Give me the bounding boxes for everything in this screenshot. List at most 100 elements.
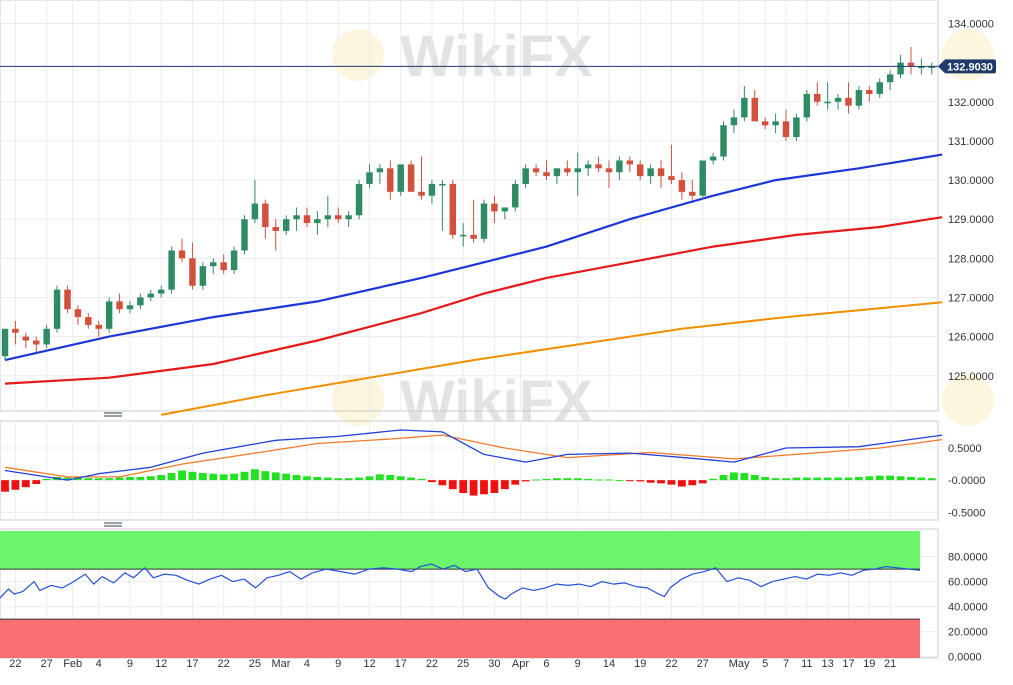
- candle-body: [64, 289, 71, 310]
- x-tick-label: 9: [335, 658, 341, 670]
- x-tick-label: 22: [665, 658, 677, 670]
- candle-body: [178, 250, 186, 259]
- price-y-tick-label: 131.0000: [948, 136, 994, 148]
- candle-body: [678, 180, 686, 192]
- price-y-tick-label: 129.0000: [948, 214, 994, 226]
- candle-body: [74, 309, 82, 318]
- macd-histogram-bar: [802, 477, 811, 481]
- macd-histogram-bar: [240, 471, 249, 481]
- candle-body: [501, 207, 509, 212]
- macd-histogram-bar: [771, 478, 780, 481]
- candle-body: [564, 168, 571, 173]
- rsi-y-tick-label: 20.0000: [948, 627, 988, 639]
- candle-body: [491, 203, 498, 212]
- candle-body: [314, 219, 321, 224]
- watermark-logo-icon: [942, 374, 994, 426]
- candle-body: [814, 93, 821, 102]
- candle-body: [824, 101, 831, 104]
- rsi-oversold-zone: [0, 619, 920, 658]
- candle-body: [480, 203, 488, 239]
- sma-fast-line: [4, 153, 943, 362]
- candle-body: [33, 340, 40, 345]
- macd-histogram-bar: [688, 480, 697, 486]
- candle-body: [126, 305, 134, 310]
- rsi-y-tick-label: 60.0000: [948, 577, 988, 589]
- candle-body: [43, 328, 50, 345]
- panel-divider-handle[interactable]: [104, 412, 122, 417]
- macd-histogram-bar: [500, 480, 509, 490]
- candle-body: [147, 293, 155, 298]
- macd-histogram-bar: [303, 476, 311, 481]
- candle-body: [886, 74, 894, 83]
- macd-histogram-bar: [553, 478, 561, 481]
- x-tick-label: 17: [842, 658, 854, 670]
- candle-body: [636, 164, 644, 177]
- watermark-text: WikiFX: [400, 24, 593, 89]
- x-tick-label: May: [729, 658, 750, 670]
- candle-body: [282, 219, 290, 231]
- candle-body: [793, 117, 800, 137]
- candle-body: [918, 66, 925, 69]
- candle-body: [897, 62, 904, 75]
- candle-body: [157, 289, 165, 294]
- macd-histogram-bar: [875, 475, 884, 481]
- price-panel-frame: [0, 0, 939, 412]
- candle-body: [512, 183, 519, 208]
- macd-histogram-bar: [219, 474, 228, 481]
- candle-body: [303, 215, 311, 224]
- macd-y-tick-label: 0.5000: [948, 443, 982, 455]
- macd-histogram-bar: [42, 478, 51, 481]
- candle-body: [459, 234, 467, 237]
- x-tick-label: 21: [884, 658, 896, 670]
- candle-body: [720, 125, 727, 157]
- panel-divider-handle[interactable]: [104, 522, 122, 527]
- candle-body: [428, 183, 436, 196]
- candle-body: [335, 215, 342, 220]
- axis-layer: 134.0000132.0000131.0000130.0000129.0000…: [9, 18, 994, 670]
- macd-histogram-bar: [792, 477, 801, 481]
- candle-body: [230, 250, 238, 271]
- watermark-logo-icon: [332, 374, 384, 426]
- rsi-y-tick-label: 40.0000: [948, 602, 988, 614]
- rsi-overbought-zone: [0, 531, 920, 570]
- candle-body: [522, 168, 529, 184]
- macd-histogram-bar: [198, 473, 207, 481]
- macd-histogram-bar: [73, 477, 82, 481]
- price-panel: [1, 46, 943, 416]
- watermark-logo-icon: [332, 29, 384, 81]
- rsi-y-tick-label: 0.0000: [948, 652, 982, 664]
- macd-histogram-bar: [126, 476, 134, 481]
- macd-histogram-bar: [657, 480, 665, 484]
- watermark-group: WikiFX WikiFX: [332, 24, 994, 434]
- candle-body: [668, 176, 675, 181]
- candle-body: [574, 168, 581, 173]
- macd-histogram-bar: [21, 480, 30, 488]
- candle-body: [866, 90, 873, 94]
- macd-histogram-bar: [907, 476, 915, 481]
- macd-histogram-bar: [251, 469, 259, 481]
- price-y-tick-label: 132.0000: [948, 97, 994, 109]
- candle-body: [95, 324, 102, 329]
- candle-body: [418, 191, 425, 196]
- macd-histogram-bar: [344, 478, 353, 481]
- macd-histogram-bar: [730, 472, 738, 481]
- macd-histogram-bar: [750, 475, 759, 481]
- candle-body: [532, 168, 540, 173]
- x-tick-label: 9: [575, 658, 581, 670]
- macd-histogram-bar: [605, 479, 613, 481]
- macd-histogram-bar: [188, 471, 197, 481]
- macd-histogram-bar: [854, 476, 863, 481]
- macd-histogram-bar: [292, 475, 301, 481]
- candle-body: [53, 289, 61, 329]
- candle-body: [626, 160, 634, 165]
- macd-histogram-bar: [594, 479, 603, 481]
- macd-panel-frame: [0, 420, 939, 521]
- macd-histogram-bar: [584, 478, 593, 481]
- macd-histogram-bar: [84, 478, 93, 481]
- sma-slow-line: [161, 301, 943, 416]
- last-price-tag-tip: [938, 60, 944, 73]
- candle-body: [584, 164, 592, 169]
- macd-signal-line: [4, 434, 943, 478]
- candle-body: [751, 97, 758, 122]
- x-tick-label: Apr: [512, 658, 529, 670]
